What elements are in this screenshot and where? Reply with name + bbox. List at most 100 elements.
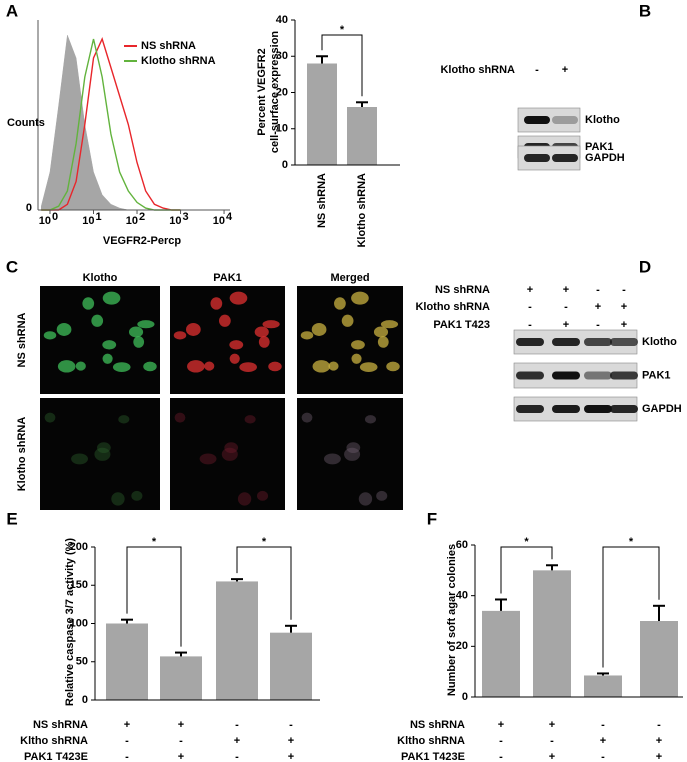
y-tick-label: 200 xyxy=(70,541,88,553)
condition-sign: - xyxy=(601,719,605,731)
cell xyxy=(143,361,157,372)
column-label: PAK1 xyxy=(213,272,242,284)
condition-sign: + xyxy=(288,751,294,762)
cell xyxy=(199,453,217,465)
x-tick-sup: 1 xyxy=(96,211,102,223)
cell xyxy=(239,362,257,372)
x-tick-label: 10 xyxy=(169,215,181,227)
blot-band xyxy=(584,405,612,413)
cell xyxy=(346,442,361,454)
cell xyxy=(111,492,125,506)
y-axis-label: Percent VEGFR2 xyxy=(256,48,268,135)
micrograph xyxy=(40,398,160,510)
x-tick-label: 10 xyxy=(82,215,94,227)
cell xyxy=(96,442,111,454)
x-tick-label: 10 xyxy=(213,215,225,227)
y-tick-label: 50 xyxy=(76,656,88,668)
blot-band xyxy=(610,405,638,413)
cell xyxy=(351,291,369,305)
cell xyxy=(344,447,361,461)
x-tick-label: Klotho shRNA xyxy=(356,173,368,248)
condition-sign: + xyxy=(656,751,662,762)
y-tick-label: 0 xyxy=(462,691,468,703)
condition-sign: - xyxy=(596,284,600,296)
x-tick-sup: 0 xyxy=(52,211,58,223)
blot-band xyxy=(610,338,638,346)
cell xyxy=(229,340,244,350)
cell xyxy=(300,331,314,340)
blot-band xyxy=(552,116,578,124)
legend-label: Klotho shRNA xyxy=(141,55,216,67)
condition-sign: - xyxy=(622,284,626,296)
cell xyxy=(237,492,252,506)
cell xyxy=(221,447,238,461)
panel-letter: E xyxy=(6,509,17,528)
condition-sign: + xyxy=(498,719,504,731)
y-tick-label: 0 xyxy=(282,159,288,171)
cell xyxy=(229,291,248,305)
cell xyxy=(44,412,56,423)
cell xyxy=(133,336,145,348)
bar xyxy=(216,581,258,700)
bar xyxy=(307,63,337,165)
condition-label: Klotho shRNA xyxy=(440,64,515,76)
condition-sign: + xyxy=(621,301,627,313)
significance-label: * xyxy=(524,536,529,548)
cell xyxy=(351,353,362,364)
significance-bracket xyxy=(236,546,292,620)
condition-sign: - xyxy=(535,64,539,76)
condition-label: Klotho shRNA xyxy=(415,301,490,313)
bar xyxy=(347,107,377,165)
y-tick-label: 40 xyxy=(456,590,468,602)
cell xyxy=(187,360,205,373)
x-tick-label: 10 xyxy=(126,215,138,227)
x-axis-label: VEGFR2-Percp xyxy=(103,235,182,247)
cell xyxy=(258,336,270,348)
condition-sign: + xyxy=(288,735,294,747)
blot-band xyxy=(584,338,612,346)
condition-label: Kltho shRNA xyxy=(397,735,465,747)
cell xyxy=(244,415,256,424)
bar xyxy=(584,675,622,697)
y-tick-label: 150 xyxy=(70,579,88,591)
cell xyxy=(91,314,104,327)
column-label: Klotho xyxy=(83,272,118,284)
cell xyxy=(229,353,240,364)
blot-band xyxy=(516,338,544,346)
condition-sign: - xyxy=(179,735,183,747)
cell xyxy=(328,361,339,371)
cell xyxy=(377,336,389,348)
y-axis-label: Counts xyxy=(7,117,45,129)
cell xyxy=(204,361,215,371)
blot-band xyxy=(552,371,580,380)
column-label: Merged xyxy=(330,272,369,284)
cell xyxy=(56,322,72,336)
condition-sign: - xyxy=(564,301,568,313)
cell xyxy=(224,442,239,454)
cell xyxy=(268,361,282,372)
y-tick-label: 20 xyxy=(276,86,288,98)
condition-label: PAK1 T423 xyxy=(433,319,490,331)
x-tick-label: NS shRNA xyxy=(316,173,328,228)
x-tick-sup: 2 xyxy=(139,211,145,223)
condition-sign: - xyxy=(499,735,503,747)
condition-sign: - xyxy=(550,735,554,747)
cell xyxy=(57,360,76,373)
blot-label: PAK1 xyxy=(585,141,614,153)
cell xyxy=(137,320,155,329)
row-label: NS shRNA xyxy=(16,312,28,367)
x-tick-label: 10 xyxy=(39,215,51,227)
bar xyxy=(482,610,520,697)
panel-letter: D xyxy=(639,257,651,276)
panel-letter: F xyxy=(427,509,437,528)
cell xyxy=(186,322,201,336)
condition-sign: + xyxy=(178,719,184,731)
y-axis-label: Number of soft agar colonies xyxy=(446,544,458,696)
x-tick-sup: 4 xyxy=(226,211,233,223)
cell xyxy=(94,447,111,461)
y-tick-label: 0 xyxy=(26,202,32,214)
condition-label: NS shRNA xyxy=(33,719,88,731)
condition-sign: + xyxy=(549,751,555,762)
y-tick-label: 30 xyxy=(276,50,288,62)
condition-sign: - xyxy=(601,751,605,762)
